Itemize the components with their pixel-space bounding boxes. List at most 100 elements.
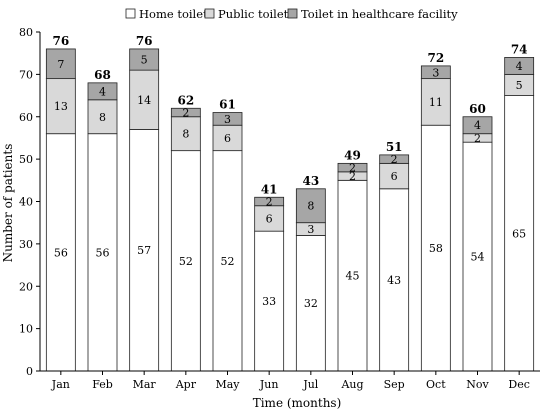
bar-total-label: 76 — [52, 34, 69, 48]
y-tick-label: 30 — [19, 238, 33, 251]
segment-value-label: 4 — [474, 119, 481, 132]
bar-segment — [337, 162, 368, 173]
segment-value-label: 2 — [349, 170, 356, 183]
legend-label: Public toilet — [218, 7, 289, 21]
segment-value-label: 7 — [57, 58, 64, 71]
segment-value-label: 54 — [471, 251, 485, 264]
y-tick-label: 20 — [19, 280, 33, 293]
segment-value-label: 52 — [179, 255, 193, 268]
y-tick-label: 40 — [19, 196, 33, 209]
bar-segment — [45, 48, 76, 80]
bar-segment — [462, 141, 493, 372]
segment-value-label: 2 — [474, 132, 481, 145]
segment-value-label: 56 — [96, 246, 110, 259]
segment-value-label: 8 — [307, 200, 314, 213]
y-tick-label: 70 — [19, 68, 33, 81]
segment-value-label: 57 — [137, 244, 151, 257]
bar-total-label: 61 — [219, 98, 236, 112]
segment-value-label: 45 — [346, 270, 360, 283]
segment-value-label: 56 — [54, 246, 68, 259]
segment-value-label: 11 — [429, 96, 443, 109]
y-tick-label: 60 — [19, 111, 33, 124]
x-tick-label: Oct — [426, 378, 446, 391]
y-tick-label: 80 — [19, 26, 33, 39]
segment-value-label: 3 — [432, 66, 439, 79]
x-tick-label: Dec — [508, 378, 530, 391]
bar-total-label: 76 — [136, 34, 153, 48]
bar-total-label: 41 — [261, 182, 278, 196]
legend-swatch — [287, 8, 298, 19]
bar-segment — [129, 69, 160, 130]
segment-value-label: 3 — [224, 113, 231, 126]
bar-total-label: 51 — [386, 140, 403, 154]
y-axis-label: Number of patients — [1, 144, 15, 263]
bar-segment — [379, 188, 410, 372]
x-tick-label: Apr — [175, 378, 197, 391]
segment-value-label: 13 — [54, 100, 68, 113]
bar-segment — [420, 65, 451, 80]
bar-segment — [295, 188, 326, 224]
y-tick-label: 0 — [26, 365, 33, 378]
segment-value-label: 2 — [266, 196, 273, 209]
bar-segment — [254, 196, 285, 207]
x-tick-label: Jun — [259, 378, 279, 391]
x-tick-label: Nov — [466, 378, 489, 391]
segment-value-label: 32 — [304, 297, 318, 310]
bar-total-label: 60 — [469, 102, 486, 116]
bar-segment — [170, 116, 201, 152]
bar-total-label: 72 — [427, 51, 444, 65]
segment-value-label: 52 — [221, 255, 235, 268]
segment-value-label: 43 — [387, 274, 401, 287]
bar-segment — [87, 99, 118, 135]
y-tick-label: 10 — [19, 323, 33, 336]
legend-label: Toilet in healthcare facility — [301, 7, 458, 21]
segment-value-label: 2 — [349, 162, 356, 175]
x-tick-label: Mar — [133, 378, 157, 391]
segment-value-label: 8 — [182, 128, 189, 141]
bar-segment — [337, 179, 368, 372]
bar-segment — [87, 133, 118, 372]
bar-segment — [462, 116, 493, 135]
segment-value-label: 5 — [516, 79, 523, 92]
legend-swatch — [204, 8, 215, 19]
x-tick-label: Jul — [302, 378, 318, 391]
segment-value-label: 6 — [391, 170, 398, 183]
segment-value-label: 8 — [99, 111, 106, 124]
bar-segment — [254, 205, 285, 232]
bar-segment — [379, 162, 410, 190]
segment-value-label: 4 — [516, 60, 523, 73]
bar-total-label: 49 — [344, 148, 361, 162]
bar-total-label: 62 — [177, 93, 194, 107]
segment-value-label: 14 — [137, 94, 151, 107]
x-axis-label: Time (months) — [253, 396, 342, 410]
segment-value-label: 4 — [99, 85, 106, 98]
legend-swatch — [125, 8, 136, 19]
segment-value-label: 6 — [266, 212, 273, 225]
segment-value-label: 65 — [512, 227, 526, 240]
bars: 5613776568468571457652826252636133624132… — [45, 34, 535, 372]
x-tick-label: Aug — [340, 378, 363, 391]
x-tick-label: Feb — [92, 378, 113, 391]
y-tick-label: 50 — [19, 153, 33, 166]
segment-value-label: 58 — [429, 242, 443, 255]
x-tick-label: May — [215, 378, 240, 391]
legend: Home toilet Public toilet Toilet in health… — [125, 7, 458, 21]
x-tick-label: Sep — [384, 378, 405, 391]
bar-segment — [379, 154, 410, 164]
bar-segment — [212, 112, 243, 126]
segment-value-label: 6 — [224, 132, 231, 145]
legend-label: Home toilet — [139, 7, 208, 21]
segment-value-label: 5 — [141, 54, 148, 67]
bar-segment — [87, 82, 118, 101]
bar-segment — [504, 57, 535, 75]
bar-total-label: 43 — [302, 174, 319, 188]
segment-value-label: 2 — [391, 153, 398, 166]
segment-value-label: 2 — [182, 107, 189, 120]
bar-segment — [420, 78, 451, 126]
bar-segment — [420, 124, 451, 372]
bar-total-label: 74 — [511, 42, 528, 56]
bar-segment — [129, 48, 160, 71]
segment-value-label: 3 — [307, 223, 314, 236]
y-axis: 0 10 20 30 40 50 60 70 80 — [19, 26, 41, 378]
